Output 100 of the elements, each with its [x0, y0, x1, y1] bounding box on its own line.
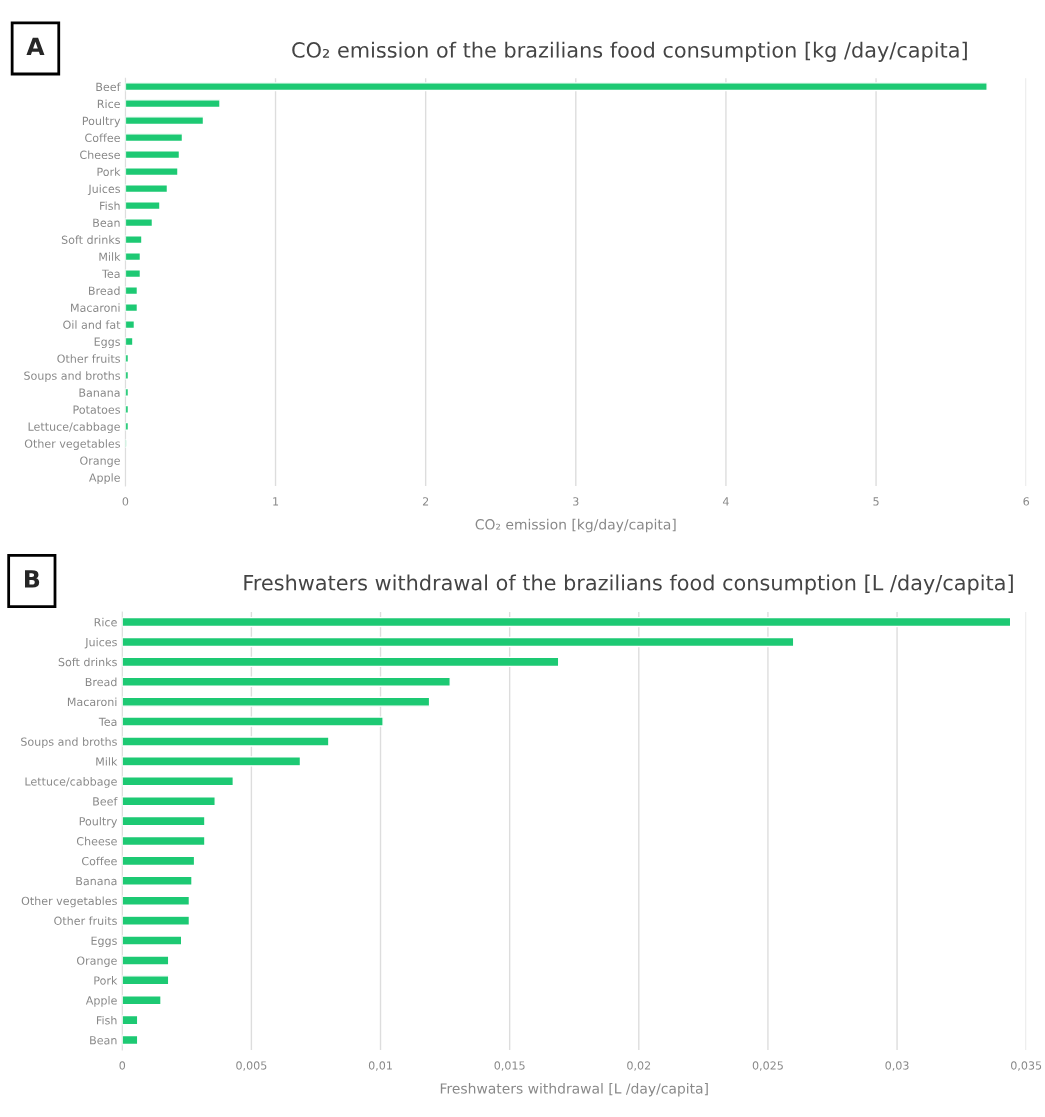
- y-tick-label: Potatoes: [73, 405, 120, 414]
- y-tick-label: Cheese: [76, 836, 117, 846]
- bar: [122, 656, 560, 668]
- y-tick-label: Poultry: [79, 816, 118, 828]
- y-tick-label: Beef: [96, 82, 121, 92]
- bar: [125, 286, 139, 296]
- y-tick-label: Oil and fat: [63, 320, 121, 329]
- y-tick-label: Banana: [76, 876, 117, 886]
- x-tick-label: 0,015: [494, 1061, 525, 1071]
- bar: [125, 184, 169, 194]
- bar: [122, 676, 451, 687]
- y-tick-label: Rice: [97, 99, 120, 109]
- x-tick-label: 0,01: [368, 1061, 392, 1071]
- y-tick-label: Eggs: [94, 337, 120, 349]
- y-tick-label: Apple: [85, 996, 117, 1007]
- bar: [122, 756, 302, 767]
- x-tick-label: 0: [122, 497, 129, 506]
- bar: [122, 696, 431, 707]
- bar: [125, 269, 142, 279]
- y-tick-label: Pork: [94, 976, 118, 985]
- y-tick-label: Juices: [84, 637, 117, 649]
- bar: [122, 855, 196, 867]
- y-tick-label: Orange: [80, 456, 120, 467]
- y-tick-label: Lettuce/cabbage: [25, 777, 117, 788]
- y-tick-label: Beef: [93, 796, 118, 806]
- y-tick-label: Coffee: [81, 856, 117, 866]
- y-tick-label: Soft drinks: [58, 657, 117, 667]
- x-tick-label: 5: [873, 497, 879, 506]
- x-tick-label: 0,02: [627, 1061, 651, 1071]
- bar: [125, 167, 179, 177]
- y-tick-label: Fish: [96, 1015, 117, 1025]
- x-tick-label: 3: [573, 497, 579, 506]
- x-tick-label: 0,005: [236, 1061, 267, 1071]
- y-tick-label: Fish: [100, 201, 120, 210]
- y-tick-label: Lettuce/cabbage: [28, 422, 120, 433]
- y-tick-label: Cheese: [80, 150, 120, 160]
- bar: [122, 955, 170, 966]
- bar: [125, 82, 988, 92]
- y-tick-label: Bean: [93, 218, 120, 227]
- bar: [125, 218, 154, 228]
- bar: [122, 915, 191, 926]
- bar: [122, 776, 235, 787]
- bar: [125, 116, 205, 126]
- y-tick-label: Other fruits: [57, 354, 120, 363]
- y-tick-label: Other vegetables: [24, 439, 120, 450]
- bar: [125, 235, 143, 245]
- bar: [122, 616, 1012, 628]
- x-tick-label: 0,03: [885, 1061, 909, 1071]
- bar: [122, 995, 162, 1006]
- x-tick-label: 1: [273, 497, 279, 506]
- x-tick-label: 6: [1023, 497, 1030, 506]
- y-tick-label: Milk: [96, 757, 118, 766]
- y-tick-label: Macaroni: [67, 697, 117, 707]
- y-tick-label: Macaroni: [71, 303, 120, 312]
- y-tick-label: Banana: [79, 388, 120, 397]
- y-tick-label: Pork: [97, 167, 121, 176]
- bar: [125, 99, 221, 109]
- y-tick-label: Soups and broths: [24, 371, 120, 383]
- text: B: [25, 570, 40, 588]
- bar: [122, 815, 206, 827]
- bar: [122, 736, 330, 747]
- y-tick-label: Poultry: [82, 116, 121, 128]
- y-tick-label: Milk: [99, 252, 121, 261]
- bar: [122, 716, 384, 727]
- bar: [122, 796, 216, 807]
- y-tick-label: Bean: [90, 1036, 117, 1045]
- x-axis-title: Freshwaters withdrawal [L /day/capita]: [440, 1082, 708, 1097]
- chart-title: CO₂ emission of the brazilians food consumption [kg /day/capita]: [292, 41, 967, 62]
- bar: [122, 875, 193, 886]
- bar: [125, 201, 161, 211]
- bar: [125, 303, 139, 313]
- bar: [125, 252, 142, 262]
- text: A: [26, 37, 45, 55]
- bar: [125, 336, 134, 347]
- y-tick-label: Tea: [98, 717, 117, 726]
- x-tick-label: 0,025: [752, 1061, 783, 1071]
- chart-title: Freshwaters withdrawal of the brazilians food consumption [L /day/capita]: [244, 574, 1013, 595]
- y-tick-label: Bread: [85, 677, 117, 687]
- bar: [122, 895, 191, 906]
- x-tick-label: 0,035: [1011, 1061, 1042, 1071]
- y-tick-label: Eggs: [91, 936, 117, 948]
- bar: [125, 150, 181, 160]
- x-axis-title: CO₂ emission [kg/day/capita]: [475, 518, 676, 533]
- y-tick-label: Orange: [76, 956, 117, 967]
- x-tick-label: 0: [119, 1061, 126, 1070]
- x-tick-label: 2: [422, 497, 429, 506]
- bar: [122, 935, 183, 946]
- y-tick-label: Rice: [94, 617, 117, 627]
- y-tick-label: Bread: [88, 286, 120, 295]
- bar: [122, 1034, 139, 1046]
- bar: [122, 975, 170, 986]
- y-tick-label: Other fruits: [54, 916, 117, 925]
- y-tick-label: Tea: [101, 269, 120, 278]
- bar: [125, 133, 184, 143]
- y-tick-label: Soups and broths: [21, 737, 117, 749]
- y-tick-label: Soft drinks: [61, 235, 120, 244]
- y-tick-label: Other vegetables: [21, 896, 117, 908]
- bar: [122, 835, 206, 847]
- x-tick-label: 4: [722, 497, 729, 506]
- bar: [122, 1014, 139, 1026]
